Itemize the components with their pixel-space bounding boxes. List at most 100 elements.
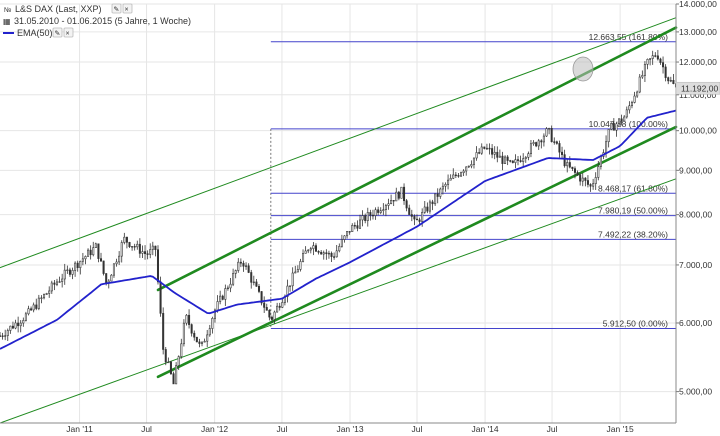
candle-body <box>654 55 657 57</box>
ema-legend-label: EMA(50) <box>17 28 53 38</box>
price-candle <box>387 198 390 210</box>
candle-body <box>605 141 608 153</box>
price-candle <box>672 73 675 85</box>
candle-body <box>361 215 364 221</box>
price-candle <box>369 209 372 221</box>
price-candle <box>480 143 483 155</box>
candle-body <box>167 361 170 364</box>
price-candle <box>242 260 245 272</box>
candle-body <box>45 293 48 295</box>
title-close-button[interactable]: × <box>122 3 133 14</box>
candle-body <box>353 225 356 227</box>
candle-body <box>133 246 136 248</box>
candle-body <box>120 242 123 257</box>
candle-body <box>252 281 255 284</box>
candle-body <box>190 324 193 334</box>
price-candle <box>92 241 95 257</box>
candle-body <box>662 62 665 68</box>
candle-body <box>395 191 398 202</box>
title-settings-button[interactable]: ✎ <box>111 3 122 14</box>
price-candle <box>190 323 193 337</box>
channel-line-lower-thin[interactable] <box>0 178 677 424</box>
candle-body <box>568 162 571 168</box>
candle-body <box>615 123 618 131</box>
price-candle <box>296 265 299 273</box>
candle-body <box>99 258 103 262</box>
chart-title: L&S DAX (Last, XXP) <box>15 4 102 14</box>
price-candle <box>338 243 341 253</box>
price-candle <box>237 258 240 273</box>
price-candle <box>219 290 222 305</box>
price-candle <box>366 207 369 227</box>
candle-body <box>519 160 522 162</box>
price-candle <box>245 262 248 270</box>
candle-body <box>566 162 569 167</box>
price-candle <box>131 246 134 251</box>
price-candle <box>467 165 470 169</box>
price-candle <box>485 143 488 150</box>
price-candle <box>270 315 273 324</box>
candle-body <box>529 143 532 154</box>
channel-line-upper-thin[interactable] <box>0 17 677 269</box>
candle-body <box>317 251 320 253</box>
candle-body <box>633 95 636 103</box>
price-candle <box>247 263 250 274</box>
candle-body <box>19 322 22 327</box>
price-candle <box>115 258 118 267</box>
ema-close-button[interactable]: × <box>63 27 74 38</box>
price-candle <box>45 292 48 295</box>
candle-body <box>61 278 64 282</box>
price-candle <box>11 321 14 330</box>
price-candle <box>483 146 486 150</box>
price-candle <box>333 252 336 260</box>
candle-body <box>444 184 447 187</box>
price-candle <box>175 362 178 385</box>
price-candle <box>509 159 512 163</box>
price-candle <box>185 314 188 326</box>
candle-body <box>447 179 450 185</box>
candle-body <box>415 218 419 221</box>
candle-body <box>211 318 214 329</box>
candle-body <box>265 307 268 311</box>
price-candle <box>649 58 652 66</box>
candle-body <box>480 146 483 154</box>
price-candle <box>229 278 232 293</box>
price-candle <box>514 154 517 169</box>
candle-body <box>159 281 162 314</box>
price-candle <box>625 106 628 119</box>
x-tick-label: Jan '15 <box>607 424 634 434</box>
price-candle <box>208 324 211 337</box>
price-candle <box>19 320 22 333</box>
candle-body <box>268 309 271 318</box>
price-candle <box>211 316 214 334</box>
candle-body <box>105 273 108 284</box>
candle-body <box>646 58 649 65</box>
price-candle <box>177 355 180 371</box>
price-candle <box>579 172 582 186</box>
price-candle <box>1 332 4 340</box>
candle-body <box>659 58 662 63</box>
candle-body <box>309 248 312 251</box>
price-candle <box>667 76 670 85</box>
price-candle <box>636 90 639 98</box>
candle-body <box>333 256 336 258</box>
price-candle <box>164 346 167 366</box>
candle-body <box>71 270 74 275</box>
price-candle <box>561 146 564 160</box>
candle-body <box>286 285 289 297</box>
candle-body <box>37 297 40 309</box>
candle-body <box>511 160 514 163</box>
candle-body <box>35 304 38 309</box>
candle-body <box>607 129 610 143</box>
price-candle <box>102 260 105 276</box>
candle-body <box>356 225 359 229</box>
close-icon: × <box>125 7 129 14</box>
candle-body <box>625 109 628 118</box>
candle-body <box>636 91 639 97</box>
candle-body <box>201 341 204 344</box>
price-candle <box>586 175 589 188</box>
fibonacci-levels[interactable]: 12.663,55 (161.80%) 10.047,38 (100.00%) 8.… <box>270 32 676 330</box>
candle-body <box>43 294 46 299</box>
ema-settings-button[interactable]: ✎ <box>52 27 63 38</box>
